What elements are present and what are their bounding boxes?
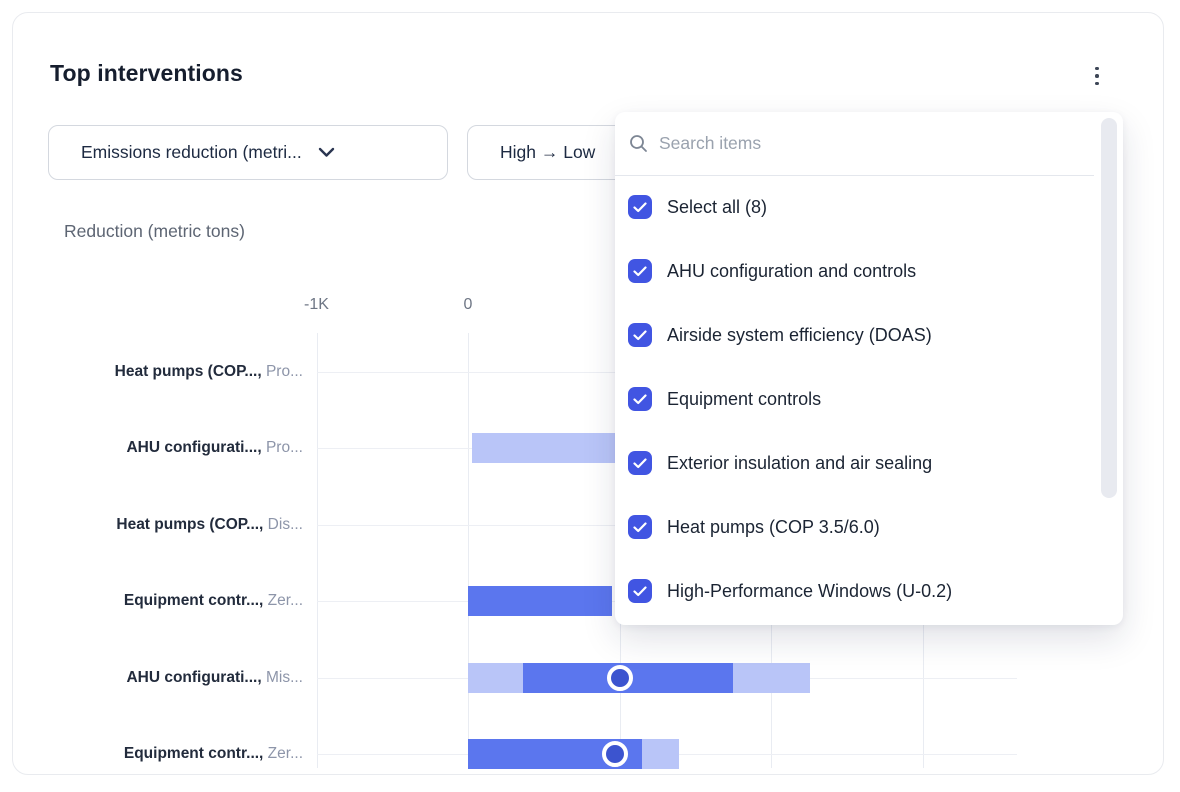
row-label: AHU configurati..., Mis... bbox=[126, 669, 303, 687]
checkbox-checked-icon[interactable] bbox=[628, 515, 652, 539]
row-label: AHU configurati..., Pro... bbox=[126, 439, 303, 457]
row-label-category: Heat pumps (COP..., bbox=[116, 515, 264, 533]
items-dropdown-panel: Select all (8) AHU configuration and cont… bbox=[615, 112, 1123, 625]
x-gridline bbox=[468, 333, 469, 768]
scrollbar-thumb[interactable] bbox=[1101, 118, 1117, 498]
checkbox-checked-icon[interactable] bbox=[628, 259, 652, 283]
kebab-menu-icon[interactable] bbox=[1086, 62, 1108, 90]
row-label: Equipment contr..., Zer... bbox=[124, 592, 303, 610]
row-label: Heat pumps (COP..., Pro... bbox=[115, 363, 303, 381]
bar-marker[interactable] bbox=[601, 741, 628, 767]
row-label-scenario: Zer... bbox=[263, 592, 303, 609]
dropdown-items-list: Select all (8) AHU configuration and cont… bbox=[615, 175, 1094, 623]
checkbox-checked-icon[interactable] bbox=[628, 579, 652, 603]
metric-select-label: Emissions reduction (metri... bbox=[81, 142, 302, 162]
dropdown-item[interactable]: High-Performance Windows (U-0.2) bbox=[615, 559, 1094, 623]
divider bbox=[615, 175, 1094, 176]
page-title: Top interventions bbox=[50, 60, 243, 86]
row-label-scenario: Pro... bbox=[261, 362, 303, 380]
checkbox-checked-icon[interactable] bbox=[628, 195, 652, 219]
row-label-category: Equipment contr..., bbox=[123, 592, 264, 609]
chevron-down-icon bbox=[318, 147, 335, 158]
dropdown-item-label: Exterior insulation and air sealing bbox=[667, 452, 933, 473]
dropdown-item[interactable]: Equipment controls bbox=[615, 367, 1094, 431]
row-label-category: AHU configurati..., bbox=[126, 439, 262, 456]
dropdown-item-label: Airside system efficiency (DOAS) bbox=[667, 324, 932, 345]
row-label-scenario: Pro... bbox=[261, 439, 303, 456]
x-tick-label: 0 bbox=[463, 296, 473, 313]
dropdown-item[interactable]: AHU configuration and controls bbox=[615, 239, 1094, 303]
bar-segment[interactable] bbox=[468, 586, 612, 616]
search-row bbox=[615, 112, 1123, 175]
search-items-input[interactable] bbox=[659, 133, 1039, 154]
dropdown-item[interactable]: Exterior insulation and air sealing bbox=[615, 431, 1094, 495]
x-gridline bbox=[316, 333, 318, 768]
row-label: Heat pumps (COP..., Dis... bbox=[116, 516, 303, 534]
dropdown-item-select-all[interactable]: Select all (8) bbox=[615, 175, 1094, 239]
checkbox-checked-icon[interactable] bbox=[628, 387, 652, 411]
dropdown-item-label: High-Performance Windows (U-0.2) bbox=[667, 580, 953, 601]
dropdown-item[interactable]: Heat pumps (COP 3.5/6.0) bbox=[615, 495, 1094, 559]
row-label-scenario: Mis... bbox=[261, 668, 303, 686]
bar-marker[interactable] bbox=[606, 664, 633, 691]
dropdown-item-label: Equipment controls bbox=[667, 388, 822, 409]
bar-segment[interactable] bbox=[642, 739, 679, 769]
row-label-scenario: Zer... bbox=[263, 745, 303, 762]
row-label-scenario: Dis... bbox=[263, 515, 303, 533]
row-label-category: AHU configurati..., bbox=[126, 668, 262, 686]
search-icon bbox=[630, 135, 647, 152]
dropdown-item-label: Heat pumps (COP 3.5/6.0) bbox=[667, 516, 880, 537]
checkbox-checked-icon[interactable] bbox=[628, 323, 652, 347]
row-label-category: Heat pumps (COP..., bbox=[114, 362, 262, 380]
row-label-category: Equipment contr..., bbox=[123, 745, 264, 762]
dropdown-item-label: Select all (8) bbox=[667, 196, 768, 217]
sort-select-label: High → Low bbox=[500, 142, 596, 162]
bar-segment[interactable] bbox=[468, 662, 523, 693]
dropdown-item[interactable]: Airside system efficiency (DOAS) bbox=[615, 303, 1094, 367]
metric-select-button[interactable]: Emissions reduction (metri... bbox=[48, 125, 448, 180]
chart-axis-title: Reduction (metric tons) bbox=[64, 221, 245, 241]
bar-segment[interactable] bbox=[733, 662, 811, 693]
row-label: Equipment contr..., Zer... bbox=[124, 745, 303, 763]
x-tick-label: -1K bbox=[304, 296, 329, 313]
checkbox-checked-icon[interactable] bbox=[628, 451, 652, 475]
dropdown-item-label: AHU configuration and controls bbox=[667, 260, 917, 281]
